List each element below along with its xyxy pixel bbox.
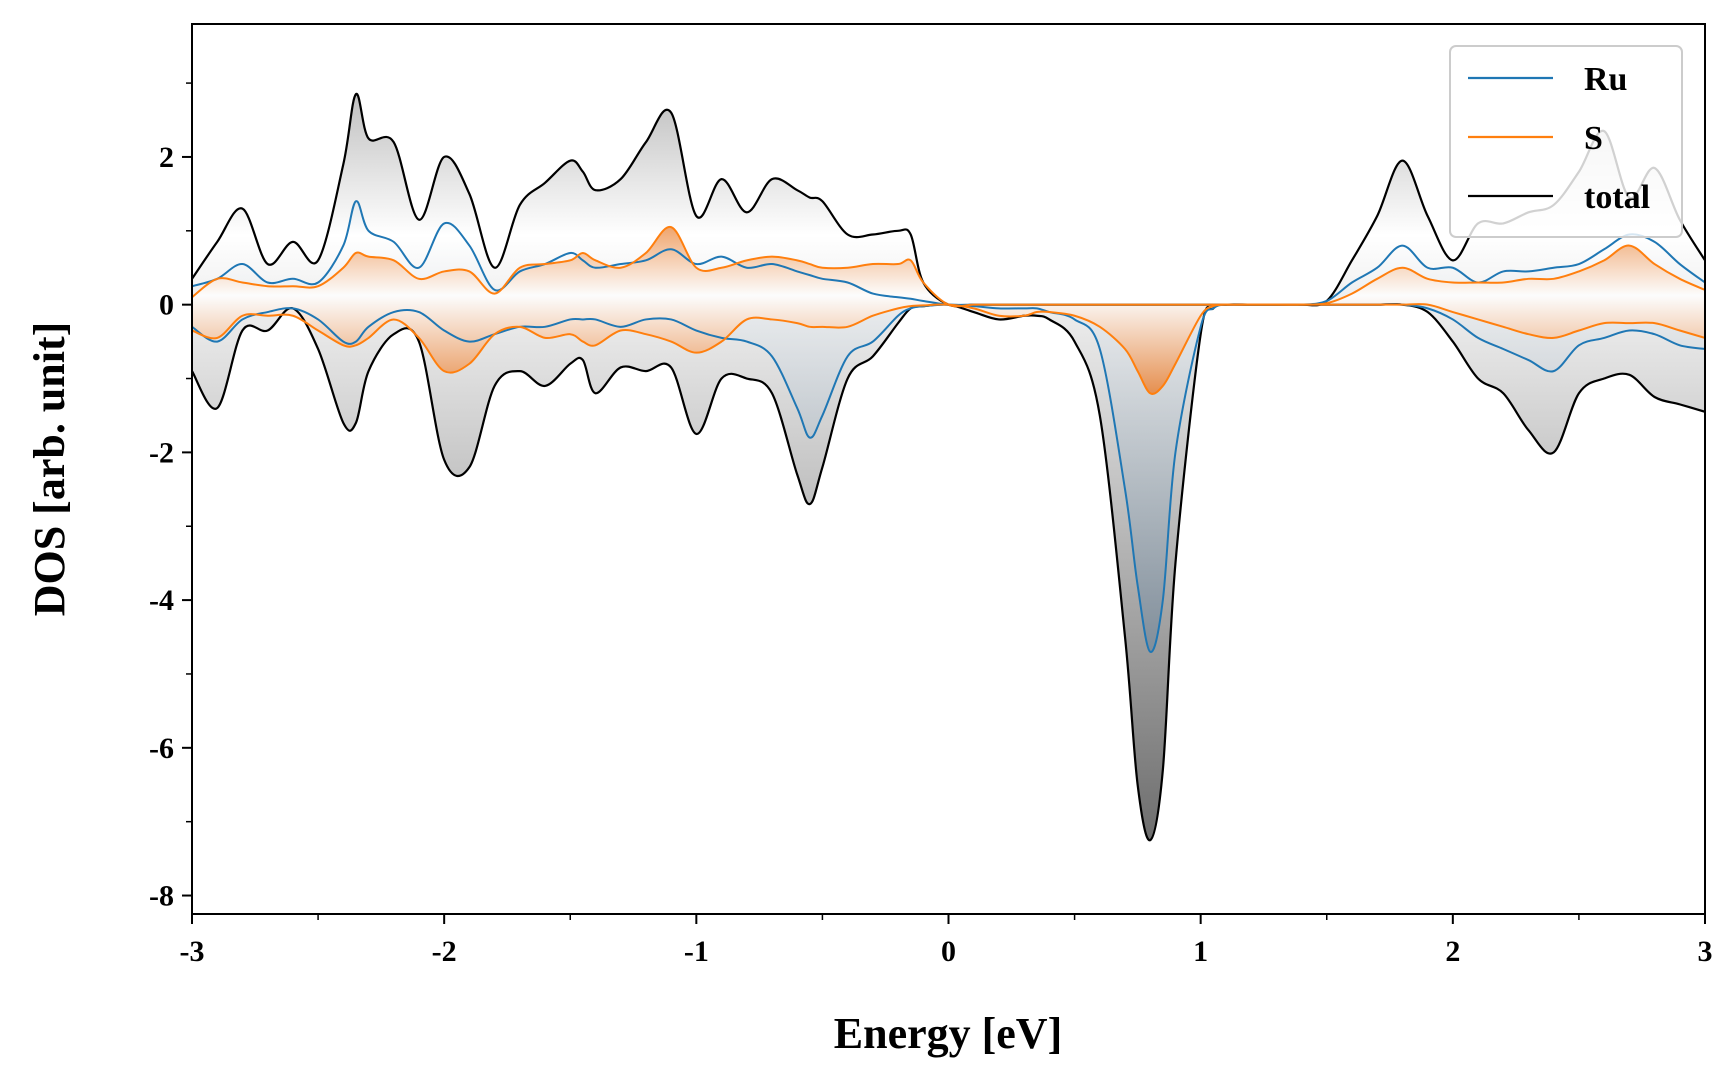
y-axis: -8 -6 -4 -2 0 2 <box>149 82 192 913</box>
x-tick-label: 1 <box>1193 935 1208 968</box>
line-s-spin-down <box>192 303 1705 395</box>
x-tick-label: 0 <box>941 935 956 968</box>
x-tick-label: -3 <box>180 935 205 968</box>
y-tick-label: -2 <box>149 436 174 469</box>
x-tick-label: -1 <box>684 935 709 968</box>
legend: Ru S total <box>1449 45 1683 238</box>
y-tick-label: 2 <box>159 141 174 174</box>
legend-label-total: total <box>1584 179 1650 216</box>
x-axis-title: Energy [eV] <box>834 1009 1063 1058</box>
line-layer <box>192 93 1705 842</box>
legend-box <box>1449 45 1683 238</box>
x-tick-label: 3 <box>1698 935 1713 968</box>
fill-s-spin-up <box>192 226 1705 307</box>
fill-total-spin-down <box>192 304 1705 841</box>
line-total-spin-down <box>192 303 1705 842</box>
y-tick-label: -8 <box>149 880 174 913</box>
legend-label-ru: Ru <box>1584 61 1627 98</box>
line-total-spin-up <box>192 93 1705 308</box>
y-tick-label: -6 <box>149 732 174 765</box>
y-axis-title: DOS [arb. unit] <box>25 322 74 617</box>
x-tick-label: 2 <box>1445 935 1460 968</box>
x-axis: -3 -2 -1 0 1 2 3 <box>180 914 1713 968</box>
y-tick-label: 0 <box>159 289 174 322</box>
x-tick-label: -2 <box>432 935 457 968</box>
y-tick-label: -4 <box>149 584 174 617</box>
legend-label-s: S <box>1584 120 1603 157</box>
fill-s-spin-down <box>192 304 1705 394</box>
